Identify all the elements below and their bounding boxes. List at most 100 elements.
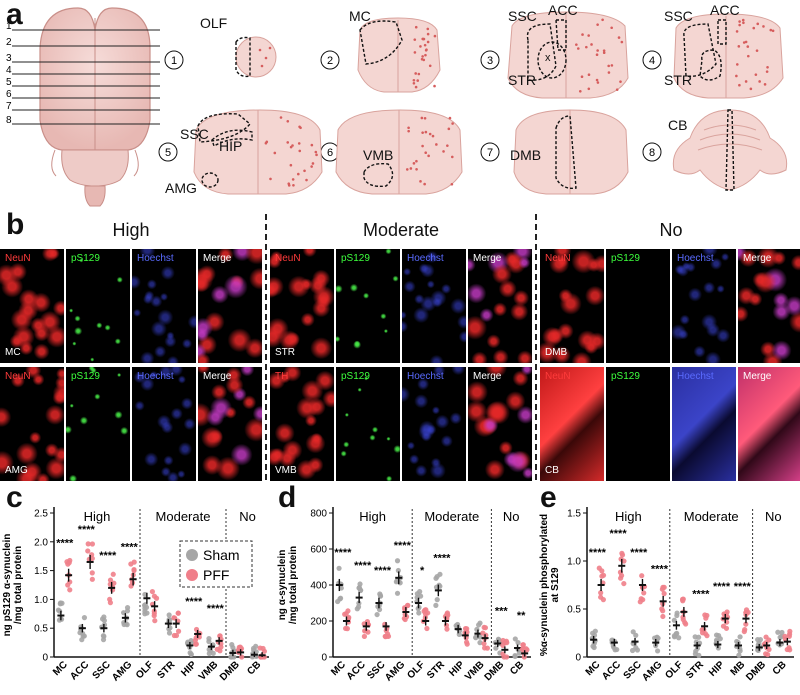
data-point [633, 645, 639, 651]
neuron-density-dot [578, 90, 582, 93]
neuron-density-dot [423, 182, 426, 186]
neuron-density-dot [421, 37, 425, 41]
dorsal-brain-drawing [39, 7, 151, 207]
neuron-density-dot [596, 81, 600, 84]
neuron-density-dot [766, 65, 769, 69]
region-label: STR [664, 72, 692, 88]
group-header: No [503, 509, 520, 524]
data-point [590, 643, 596, 649]
neuron-density-dot [420, 116, 424, 120]
neuron-density-dot [741, 18, 745, 22]
data-point [124, 608, 131, 614]
significance-mark: **** [56, 537, 74, 549]
y-tick-label: 800 [310, 509, 327, 520]
x-tick-label: OLF [134, 659, 156, 681]
neuron-density-dot [450, 155, 454, 159]
data-point [166, 612, 172, 618]
significance-mark: **** [630, 547, 648, 559]
stain-label: NeuN [545, 253, 571, 264]
micrograph-tile: Hoechst [402, 367, 466, 481]
neuron-density-dot [409, 167, 413, 170]
neuron-density-dot [315, 153, 318, 157]
neuron-density-dot [610, 26, 613, 30]
group-header: High [84, 509, 111, 524]
neuron-density-dot [755, 49, 759, 52]
data-point [766, 637, 772, 643]
group-header: High [359, 509, 386, 524]
neuron-density-dot [749, 87, 753, 91]
data-point [481, 641, 487, 647]
y-tick-label: 0.5 [34, 624, 48, 635]
data-point [107, 577, 114, 583]
neuron-density-dot [450, 182, 454, 186]
data-point [736, 652, 742, 658]
data-point [757, 637, 764, 643]
x-tick-label: OLF [663, 659, 685, 681]
data-point [394, 590, 401, 596]
neuron-density-dot [587, 87, 591, 91]
y-tick-label: 0 [42, 653, 48, 664]
stain-label: NeuN [275, 253, 301, 264]
neuron-density-dot [442, 150, 445, 153]
data-point [737, 634, 743, 640]
svg-text:3: 3 [487, 55, 493, 67]
chart-d: ng α-synuclein/mg total protein 0 200 400 60… [277, 507, 531, 684]
data-point [476, 622, 482, 628]
neuron-density-dot [754, 73, 758, 76]
neuron-density-dot [412, 162, 416, 165]
level-number: 4 [6, 65, 12, 76]
group-header: Moderate [424, 509, 479, 524]
significance-mark: **** [185, 596, 203, 608]
micrograph-tile: pS129 [66, 367, 130, 481]
data-point [641, 590, 647, 596]
x-tick-label: CB [771, 659, 789, 677]
neuron-density-dot [421, 131, 424, 134]
data-point [361, 633, 368, 640]
neuron-density-dot [427, 154, 430, 158]
data-point [766, 646, 772, 653]
neuron-density-dot [311, 162, 315, 165]
significance-mark: **** [734, 581, 752, 593]
data-point [696, 634, 702, 640]
stain-label: pS129 [341, 371, 370, 382]
data-point [253, 643, 259, 649]
significance-mark: **** [651, 564, 669, 576]
data-point [515, 640, 521, 646]
neuron-density-dot [585, 45, 588, 49]
neuron-density-dot [425, 48, 428, 52]
neuron-density-dot [451, 122, 454, 125]
stain-label: Merge [473, 371, 502, 382]
svg-text:4: 4 [649, 55, 655, 67]
data-point [598, 590, 604, 596]
micrograph-tile: Hoechst [132, 249, 196, 363]
group-header: Moderate [684, 509, 739, 524]
micrograph-tile: NeuN MC [0, 249, 64, 363]
chart-e: %α-synuclein phosphorylatedat S129 0 0.5 1.… [539, 507, 794, 684]
data-point [100, 633, 107, 639]
region-label: STR [275, 347, 295, 358]
neuron-density-dot [407, 129, 410, 133]
significance-mark: **** [334, 547, 352, 559]
region-label: STR [508, 72, 536, 88]
stain-label: TH [275, 371, 289, 382]
data-point [185, 639, 191, 645]
region-label: OLF [200, 15, 228, 31]
data-point [394, 558, 401, 564]
neuron-density-dot [746, 45, 750, 48]
svg-text:8: 8 [649, 147, 655, 159]
significance-mark: **** [589, 547, 607, 559]
data-point [175, 628, 182, 634]
data-point [654, 648, 661, 654]
data-point [609, 637, 615, 643]
data-point [55, 607, 62, 613]
neuron-density-dot [607, 64, 610, 68]
neuron-density-dot [426, 32, 430, 36]
data-point [640, 597, 646, 603]
neuron-density-dot [595, 78, 599, 82]
data-point [716, 633, 722, 639]
neuron-density-dot [738, 23, 741, 27]
data-point [260, 645, 266, 652]
micrograph-tile: pS129 [336, 367, 400, 481]
